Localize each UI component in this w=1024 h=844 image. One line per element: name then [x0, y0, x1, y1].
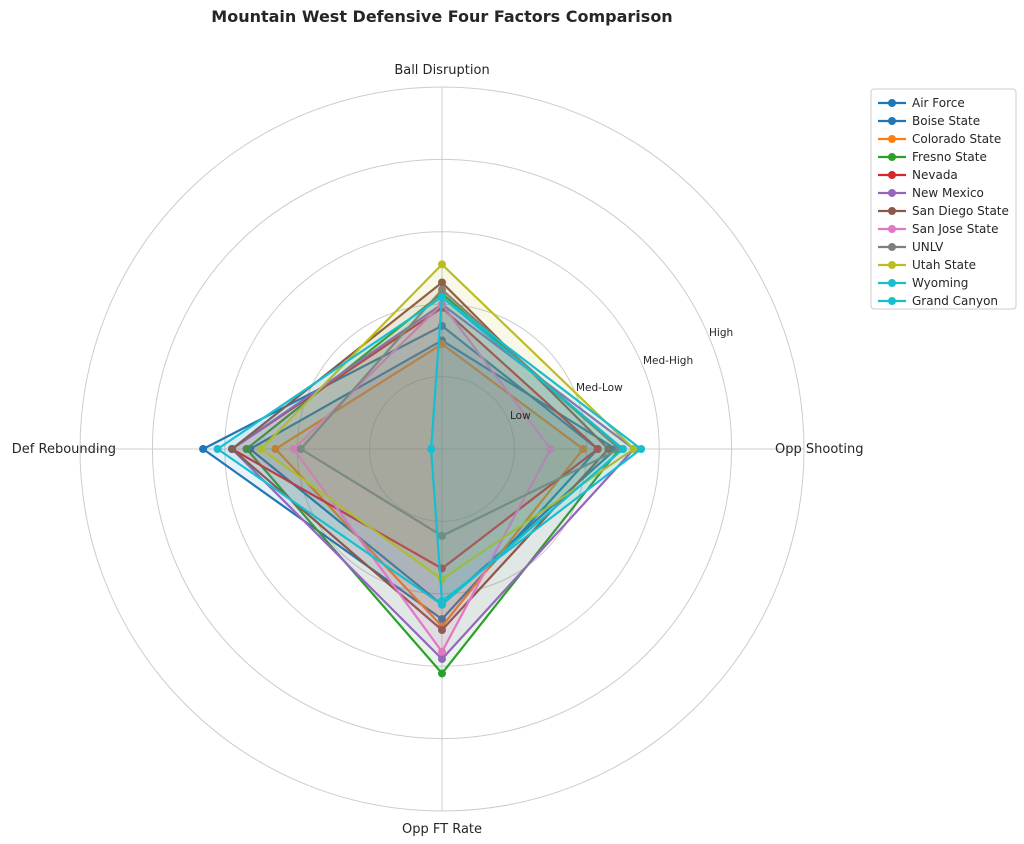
- legend-swatch-marker: [888, 279, 896, 287]
- data-point-san-diego-state: [438, 626, 446, 634]
- legend-label: San Diego State: [912, 204, 1009, 218]
- data-point-san-diego-state: [228, 445, 237, 453]
- legend-label: Fresno State: [912, 150, 987, 164]
- data-point-wyoming: [619, 445, 627, 453]
- legend-item-colorado-state: Colorado State: [878, 132, 1001, 146]
- legend-swatch-marker: [888, 171, 896, 179]
- legend-item-san-diego-state: San Diego State: [878, 204, 1009, 218]
- legend-swatch-marker: [888, 261, 896, 269]
- legend-label: Utah State: [912, 258, 976, 272]
- legend-swatch-marker: [888, 189, 896, 197]
- legend-label: Boise State: [912, 114, 980, 128]
- data-point-unlv: [438, 531, 446, 540]
- legend-swatch-marker: [888, 153, 896, 161]
- data-point-unlv: [296, 445, 305, 453]
- legend-item-san-jose-state: San Jose State: [878, 222, 998, 236]
- ring-label-med-low: Med-Low: [576, 382, 623, 394]
- ring-label-med-high: Med-High: [643, 355, 693, 367]
- data-point-grand-canyon: [427, 445, 436, 453]
- data-point-wyoming: [213, 445, 222, 453]
- series-area-utah-state: [261, 264, 634, 580]
- legend-swatch-marker: [888, 117, 896, 125]
- data-point-san-jose-state: [546, 445, 555, 453]
- series-area-colorado-state: [275, 344, 584, 627]
- data-point-grand-canyon: [438, 292, 446, 301]
- data-point-utah-state: [257, 445, 265, 453]
- legend-label: New Mexico: [912, 186, 984, 200]
- legend-label: Wyoming: [912, 276, 968, 290]
- data-point-colorado-state: [438, 340, 446, 349]
- legend-label: Air Force: [912, 96, 965, 110]
- legend-swatch-marker: [888, 225, 896, 233]
- legend-swatch-marker: [888, 243, 896, 251]
- series-grand-canyon: [427, 292, 646, 606]
- legend-swatch-marker: [888, 99, 896, 107]
- axis-labels: Ball Disruption Opp Shooting Opp FT Rate…: [12, 63, 864, 837]
- axis-label-opp-shooting: Opp Shooting: [775, 442, 863, 457]
- data-point-boise-state: [438, 615, 446, 624]
- ring-labels: Low Med-Low Med-High High: [510, 327, 733, 422]
- chart-title: Mountain West Defensive Four Factors Com…: [211, 7, 672, 26]
- series-area-unlv: [300, 289, 620, 536]
- data-point-new-mexico: [438, 654, 446, 663]
- legend-item-grand-canyon: Grand Canyon: [878, 294, 998, 308]
- legend-item-wyoming: Wyoming: [878, 276, 968, 290]
- legend-item-new-mexico: New Mexico: [878, 186, 984, 200]
- legend-swatch-marker: [888, 207, 896, 215]
- series-utah-state: [257, 260, 638, 584]
- data-point-boise-state: [199, 445, 208, 453]
- legend: Air Force Boise State Colorado State Fresno…: [870, 88, 1017, 310]
- axis-label-ball-disruption: Ball Disruption: [394, 63, 489, 78]
- axis-label-opp-ft-rate: Opp FT Rate: [402, 822, 482, 837]
- ring-label-low: Low: [510, 410, 531, 422]
- legend-label: Nevada: [912, 168, 958, 182]
- data-point-grand-canyon: [637, 445, 646, 453]
- legend-frame: [870, 88, 1017, 310]
- data-point-san-jose-state: [289, 445, 298, 453]
- ring-label-high: High: [709, 327, 733, 339]
- legend-item-unlv: UNLV: [878, 240, 944, 254]
- legend-label: Colorado State: [912, 132, 1001, 146]
- data-point-unlv: [438, 285, 446, 294]
- data-point-nevada: [593, 445, 602, 453]
- data-point-san-diego-state: [604, 445, 613, 453]
- legend-item-air-force: Air Force: [878, 96, 965, 110]
- data-point-utah-state: [629, 445, 638, 453]
- legend-swatch-marker: [888, 297, 896, 305]
- legend-label: UNLV: [912, 240, 944, 254]
- data-point-utah-state: [438, 260, 446, 269]
- series-area-wyoming: [217, 297, 623, 605]
- series-area-grand-canyon: [431, 297, 642, 601]
- data-point-grand-canyon: [438, 597, 446, 606]
- data-point-fresno-state: [242, 445, 251, 453]
- data-point-san-jose-state: [438, 647, 446, 656]
- data-point-colorado-state: [271, 445, 280, 453]
- legend-label: San Jose State: [912, 222, 998, 236]
- data-point-colorado-state: [579, 445, 588, 453]
- legend-item-nevada: Nevada: [878, 168, 958, 182]
- axis-label-def-rebounding: Def Rebounding: [12, 442, 116, 457]
- legend-item-utah-state: Utah State: [878, 258, 976, 272]
- data-point-fresno-state: [438, 669, 446, 678]
- series-area-san-jose-state: [293, 304, 551, 652]
- data-point-san-diego-state: [438, 278, 446, 287]
- legend-label: Grand Canyon: [912, 294, 998, 308]
- radar-series: [199, 260, 646, 678]
- legend-item-boise-state: Boise State: [878, 114, 980, 128]
- legend-item-fresno-state: Fresno State: [878, 150, 987, 164]
- legend-swatch-marker: [888, 135, 896, 143]
